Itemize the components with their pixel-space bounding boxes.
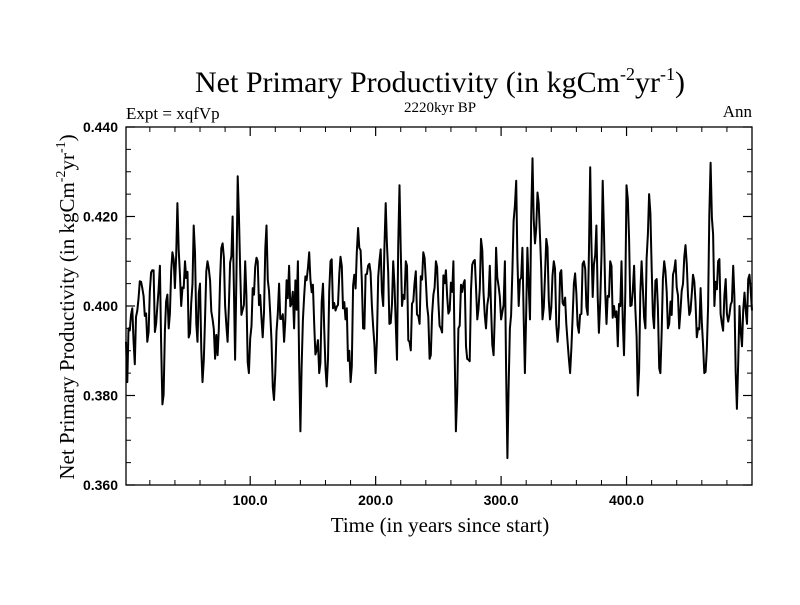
title-exp2: -1: [660, 64, 675, 84]
x-tick-label: 300.0: [484, 492, 519, 508]
y-tick-label: 0.440: [83, 119, 118, 135]
title-mid: yr: [635, 66, 660, 99]
season-label: Ann: [723, 102, 753, 121]
x-tick-label: 200.0: [358, 492, 393, 508]
axis-ticks: 100.0 200.0 300.0 400.0 0.360 0.380 0.400 0.420…: [83, 119, 752, 508]
ylabel-exp1: -2: [54, 171, 69, 183]
ylabel-mid: yr: [55, 153, 79, 171]
x-tick-label: 100.0: [233, 492, 268, 508]
y-tick-label: 0.400: [83, 298, 118, 314]
y-tick-label: 0.420: [83, 209, 118, 225]
plot-frame: [125, 126, 753, 486]
y-tick-label: 0.360: [83, 477, 118, 493]
ylabel-main: Net Primary Productivity (in kgCm: [55, 182, 79, 479]
title-exp1: -2: [620, 64, 635, 84]
series-line-npp: [125, 157, 753, 460]
y-tick-label: 0.380: [83, 388, 118, 404]
x-tick-label: 400.0: [609, 492, 644, 508]
ylabel-end: ): [55, 134, 79, 141]
experiment-label: Expt = xqfVp: [126, 104, 220, 123]
y-axis-label: Net Primary Productivity (in kgCm-2yr-1): [54, 134, 79, 479]
ylabel-exp2: -1: [54, 141, 69, 153]
title-end: ): [675, 66, 685, 99]
chart-title: Net Primary Productivity (in kgCm-2yr-1): [195, 64, 685, 99]
period-label: 2220kyr BP: [404, 100, 476, 116]
x-axis-label: Time (in years since start): [331, 513, 550, 537]
title-main: Net Primary Productivity (in kgCm: [195, 66, 620, 99]
